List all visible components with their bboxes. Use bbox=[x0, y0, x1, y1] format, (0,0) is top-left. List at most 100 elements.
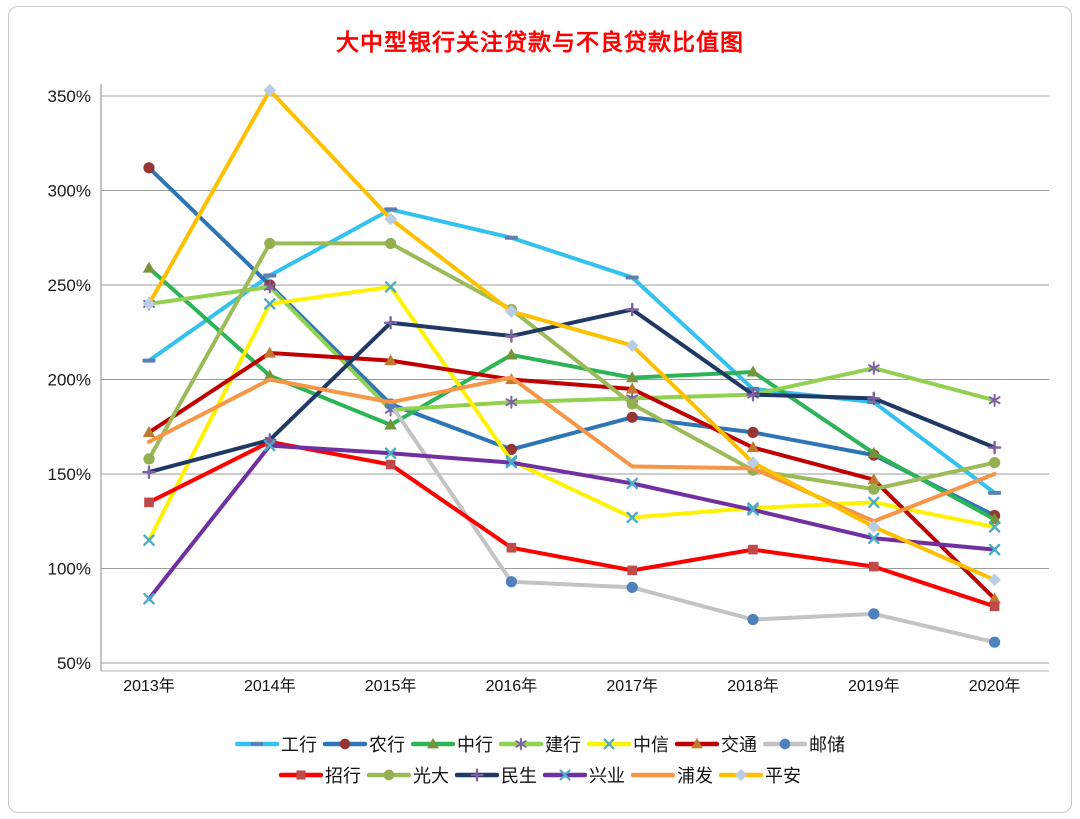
legend-item-光大: 光大 bbox=[367, 762, 449, 788]
series-line-邮储 bbox=[388, 402, 997, 645]
series-marker-x bbox=[868, 532, 880, 545]
series-marker-circle bbox=[383, 769, 395, 781]
series-marker-diamond bbox=[625, 339, 639, 352]
x-axis-tick-label: 2017年 bbox=[606, 677, 658, 695]
series-marker-x bbox=[988, 543, 1001, 556]
series-marker-triangle bbox=[263, 346, 276, 358]
x-axis-tick-label: 2014年 bbox=[244, 677, 296, 695]
series-marker-circle bbox=[747, 426, 759, 439]
series-marker-circle bbox=[747, 613, 759, 626]
series-marker-diamond bbox=[988, 573, 1001, 587]
series-marker-square bbox=[296, 770, 306, 780]
series-marker-triangle bbox=[988, 592, 1001, 604]
series-marker-asterisk bbox=[867, 364, 880, 373]
legend-item-工行: 工行 bbox=[235, 731, 317, 757]
legend-item-民生: 民生 bbox=[455, 762, 537, 788]
series-marker-square bbox=[869, 561, 879, 572]
x-axis-tick-label: 2013年 bbox=[123, 677, 175, 695]
series-marker-dash bbox=[504, 235, 518, 240]
series-marker-x bbox=[505, 456, 518, 469]
legend-label: 农行 bbox=[369, 735, 405, 755]
series-marker-asterisk bbox=[505, 398, 518, 407]
series-marker-circle bbox=[505, 443, 517, 456]
series-marker-square bbox=[989, 601, 1000, 612]
series-marker-triangle bbox=[384, 418, 397, 430]
series-marker-diamond bbox=[734, 768, 748, 782]
series-marker-x bbox=[384, 447, 397, 460]
series-marker-circle bbox=[868, 608, 880, 620]
legend-label: 工行 bbox=[281, 735, 317, 755]
series-marker-asterisk bbox=[263, 282, 276, 291]
y-axis-tick-label: 100% bbox=[48, 560, 91, 579]
legend-swatch bbox=[763, 738, 807, 750]
series-marker-triangle bbox=[691, 737, 703, 749]
chart-title: 大中型银行关注贷款与不良贷款比值图 bbox=[336, 30, 744, 55]
series-marker-x bbox=[603, 738, 615, 750]
x-axis-tick-label: 2019年 bbox=[848, 677, 900, 695]
chart-legend: 工行 农行 中行 建行 中信 交通 邮储 招行 光大 民生 兴业 浦发 平安 bbox=[9, 731, 1071, 788]
legend-swatch bbox=[499, 737, 543, 751]
series-marker-square bbox=[748, 544, 758, 555]
legend-swatch bbox=[367, 769, 411, 781]
series-marker-diamond bbox=[263, 83, 277, 97]
series-markers-兴业 bbox=[143, 439, 1001, 605]
series-marker-square bbox=[506, 542, 517, 553]
legend-swatch bbox=[675, 737, 719, 749]
series-line-兴业 bbox=[147, 443, 997, 601]
legend-label: 浦发 bbox=[677, 766, 713, 786]
legend-item-中信: 中信 bbox=[587, 731, 669, 757]
legend-item-平安: 平安 bbox=[719, 762, 801, 788]
series-marker-triangle bbox=[427, 737, 439, 749]
legend-item-浦发: 浦发 bbox=[631, 762, 713, 788]
legend-item-交通: 交通 bbox=[675, 731, 757, 757]
series-marker-circle bbox=[385, 237, 397, 250]
series-marker-triangle bbox=[867, 473, 880, 485]
series-markers-平安 bbox=[142, 83, 1001, 587]
legend-label: 平安 bbox=[765, 766, 801, 786]
y-axis-tick-label: 250% bbox=[48, 276, 91, 295]
series-line-交通 bbox=[147, 351, 997, 601]
series-marker-triangle bbox=[263, 369, 276, 381]
legend-swatch bbox=[279, 770, 323, 780]
series-marker-asterisk bbox=[515, 740, 527, 748]
legend-row: 招行 光大 民生 兴业 浦发 平安 bbox=[276, 762, 804, 788]
series-marker-circle bbox=[143, 453, 155, 465]
series-markers-交通 bbox=[142, 346, 1001, 604]
series-marker-x bbox=[626, 511, 638, 524]
series-marker-triangle bbox=[142, 261, 156, 273]
series-marker-diamond bbox=[867, 520, 881, 534]
series-marker-circle bbox=[143, 162, 155, 174]
legend-swatch bbox=[587, 738, 631, 750]
series-marker-circle bbox=[989, 636, 1001, 648]
series-marker-x bbox=[264, 298, 276, 310]
legend-item-农行: 农行 bbox=[323, 731, 405, 757]
series-marker-x bbox=[747, 504, 759, 516]
legend-label: 邮储 bbox=[809, 735, 845, 755]
series-markers-工行 bbox=[142, 207, 1002, 495]
series-marker-square bbox=[627, 565, 637, 576]
x-axis-tick-label: 2018年 bbox=[727, 677, 779, 695]
x-axis-tick-label: 2015年 bbox=[365, 677, 417, 695]
series-marker-triangle bbox=[626, 382, 639, 394]
legend-label: 建行 bbox=[545, 735, 581, 755]
series-marker-triangle bbox=[988, 512, 1001, 524]
legend-label: 民生 bbox=[501, 766, 537, 786]
chart-card: 大中型银行关注贷款与不良贷款比值图 350% 300% 250% 200% 150% 10… bbox=[8, 6, 1072, 813]
series-marker-dash bbox=[988, 490, 1002, 495]
legend-swatch bbox=[235, 741, 279, 747]
series-marker-dash bbox=[263, 273, 277, 278]
y-axis-tick-label: 200% bbox=[48, 371, 91, 390]
legend-swatch bbox=[411, 737, 455, 749]
series-markers-光大 bbox=[143, 237, 1001, 495]
series-line-工行 bbox=[147, 207, 997, 495]
series-marker-circle bbox=[505, 576, 517, 588]
series-marker-circle bbox=[339, 738, 351, 750]
series-markers-农行 bbox=[143, 162, 1001, 522]
series-marker-x bbox=[264, 439, 276, 452]
legend-item-兴业: 兴业 bbox=[543, 762, 625, 788]
series-marker-dash bbox=[625, 275, 639, 280]
series-marker-triangle bbox=[505, 348, 518, 360]
legend-item-邮储: 邮储 bbox=[763, 731, 845, 757]
series-marker-x bbox=[868, 496, 880, 509]
legend-swatch bbox=[543, 769, 587, 781]
